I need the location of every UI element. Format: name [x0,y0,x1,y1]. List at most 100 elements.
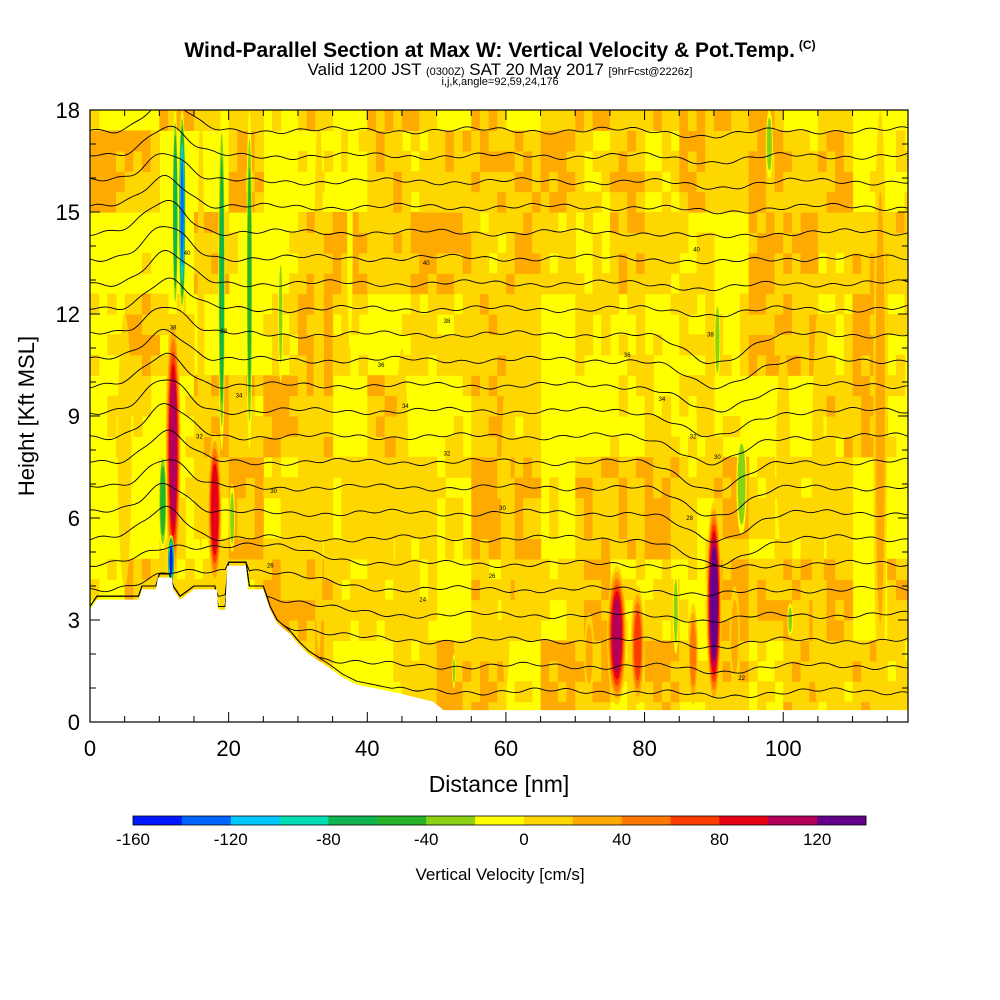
field-cell [601,110,611,131]
field-cell [635,293,646,315]
field-cell [566,130,576,152]
field-cell [358,212,368,233]
field-cell [904,314,908,335]
field-cell [783,252,793,274]
field-cell [410,171,420,193]
field-cell [791,354,802,376]
field-cell [826,477,836,499]
field-cell [211,395,221,417]
field-cell [150,314,160,335]
field-cell [341,497,351,519]
field-cell [202,477,212,499]
field-cell [514,599,524,621]
updraft-core-14 [117,314,132,586]
field-cell [774,354,784,376]
field-cell [679,334,689,356]
field-cell [679,518,689,539]
field-cell [202,436,212,458]
isentrope-label: 30 [499,506,506,512]
field-cell [783,518,793,539]
field-cell [739,130,750,152]
field-cell [835,477,845,499]
field-cell [488,150,498,172]
isentrope-label: 38 [220,329,227,335]
x-tick-label: 20 [216,736,240,761]
field-cell [341,456,351,478]
field-cell [575,579,585,601]
field-cell [150,293,160,315]
field-cell [436,171,446,193]
field-cell [843,232,854,254]
field-cell [653,599,663,621]
isentrope-label: 32 [690,434,697,440]
field-cell [497,150,507,172]
field-cell [297,110,308,131]
field-cell [687,293,698,315]
field-cell [401,354,412,376]
colorbar [132,815,867,826]
field-cell [332,232,342,254]
field-cell [531,232,542,254]
field-cell [505,354,516,376]
field-cell [765,620,776,641]
field-cell [176,518,186,539]
field-cell [696,191,706,213]
field-cell [306,640,316,662]
field-cell [757,171,767,193]
field-cell [826,110,836,131]
field-cell [228,150,238,172]
field-cell [471,640,481,662]
field-cell [410,334,420,356]
field-cell [427,150,438,172]
field-cell [289,314,299,335]
field-cell [557,579,568,601]
field-cell [731,477,741,499]
field-cell [687,558,698,580]
field-cell [462,252,472,274]
field-cell [488,334,498,356]
field-cell [133,130,143,152]
field-cell [375,416,386,437]
field-cell [791,171,802,193]
isentrope-line [90,403,908,466]
field-cell [618,497,628,519]
field-cell [150,558,160,580]
field-cell [575,681,585,703]
field-cell [323,640,334,662]
field-cell [141,395,152,417]
field-cell [488,538,498,560]
field-cell [297,518,308,539]
field-cell [228,395,238,417]
field-cell [722,599,732,621]
colorbar-swatch [377,816,427,825]
field-cell [453,150,464,172]
field-cell [679,232,689,254]
field-cell [479,314,490,335]
x-tick-label: 80 [632,736,656,761]
field-cell [202,558,212,580]
downdraft-core-1 [172,110,179,314]
field-cell [419,599,429,621]
field-cell [731,497,741,519]
field-cell [306,354,316,376]
field-cell [488,477,498,499]
field-cell [219,579,230,601]
field-cell [332,273,342,295]
field-cell [887,212,897,233]
field-cell [358,497,368,519]
field-cell [523,395,533,417]
field-cell [505,395,516,417]
field-cell [289,436,299,458]
colorbar-frame [132,815,867,826]
field-cell [904,212,908,233]
field-cell [800,212,810,233]
field-cell [609,293,620,315]
field-cell [254,130,264,152]
field-cell [228,232,238,254]
field-cell [869,660,880,682]
field-cell [497,252,507,274]
field-cell [765,212,776,233]
field-cell [445,640,455,662]
field-cell [271,354,282,376]
field-cell [462,456,472,478]
